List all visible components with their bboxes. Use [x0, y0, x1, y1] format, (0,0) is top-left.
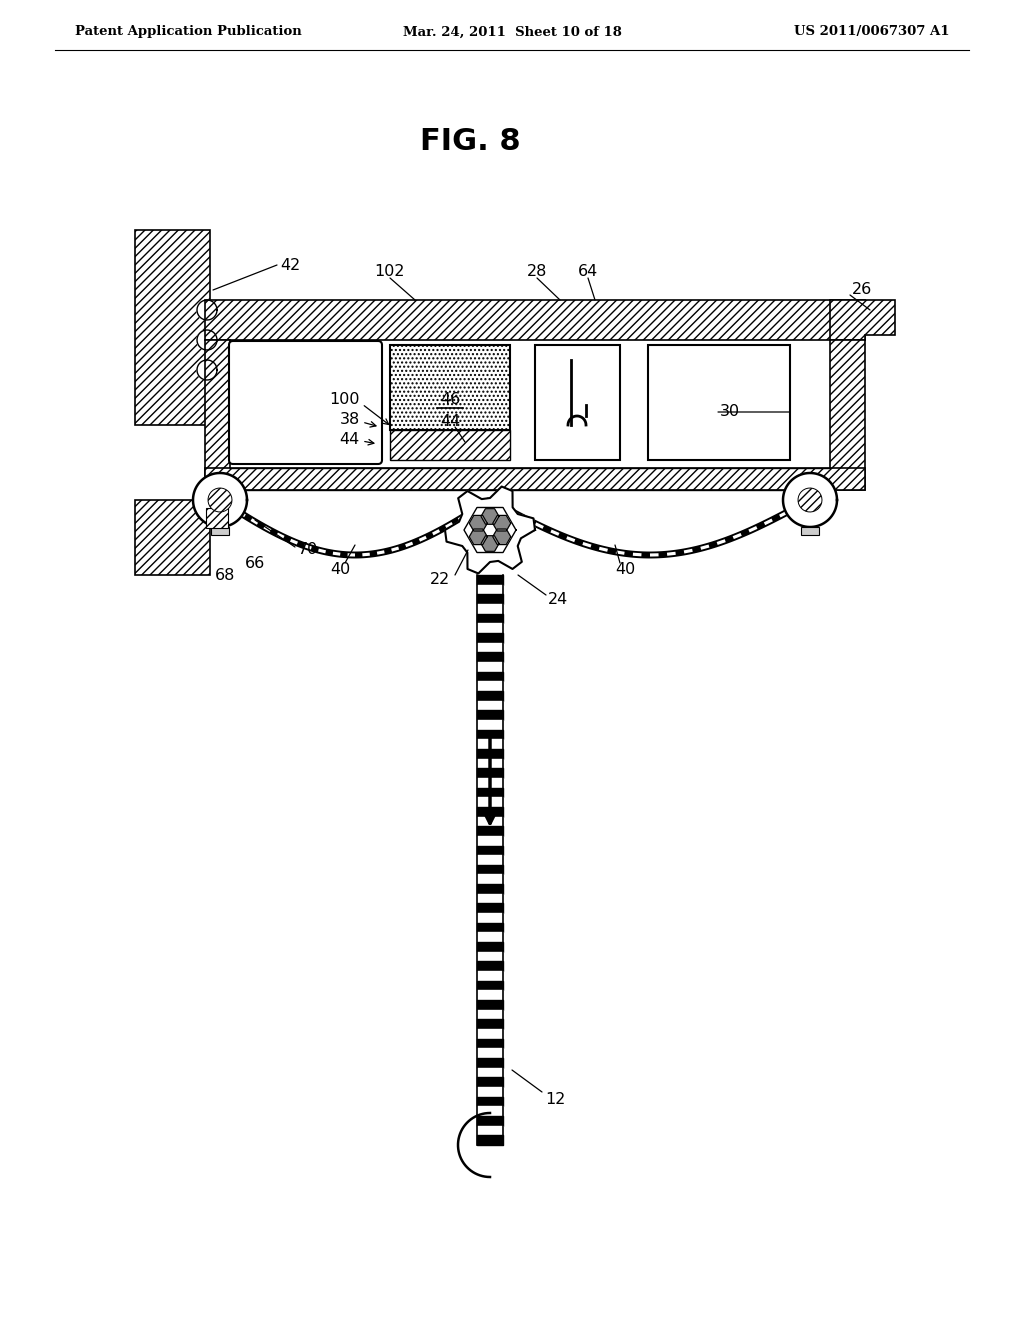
Polygon shape	[481, 536, 499, 552]
Polygon shape	[481, 508, 499, 524]
Polygon shape	[783, 473, 837, 527]
Polygon shape	[205, 469, 865, 490]
Bar	[648, 345, 790, 459]
Polygon shape	[197, 300, 217, 319]
Text: Patent Application Publication: Patent Application Publication	[75, 25, 302, 38]
Polygon shape	[390, 430, 510, 459]
Polygon shape	[135, 500, 210, 576]
Text: 28: 28	[526, 264, 547, 280]
Polygon shape	[469, 515, 487, 531]
Text: 40: 40	[614, 562, 635, 578]
Polygon shape	[197, 360, 217, 380]
Text: US 2011/0067307 A1: US 2011/0067307 A1	[795, 25, 950, 38]
Polygon shape	[830, 341, 865, 490]
Polygon shape	[206, 508, 228, 528]
Text: 12: 12	[545, 1093, 565, 1107]
Polygon shape	[493, 515, 511, 531]
Text: 24: 24	[548, 593, 568, 607]
Text: 44: 44	[440, 414, 460, 429]
Text: Mar. 24, 2011  Sheet 10 of 18: Mar. 24, 2011 Sheet 10 of 18	[402, 25, 622, 38]
Text: 38: 38	[340, 412, 360, 428]
Text: 100: 100	[330, 392, 360, 408]
Bar	[801, 527, 819, 535]
Polygon shape	[205, 300, 865, 341]
Text: 68: 68	[215, 568, 236, 582]
Text: 26: 26	[852, 282, 872, 297]
Text: 66: 66	[245, 557, 265, 572]
FancyBboxPatch shape	[229, 341, 382, 465]
Bar	[390, 345, 510, 430]
Polygon shape	[205, 341, 230, 490]
Polygon shape	[830, 300, 895, 341]
Text: 44: 44	[340, 433, 360, 447]
Polygon shape	[135, 230, 210, 425]
Polygon shape	[469, 529, 487, 545]
Text: 102: 102	[375, 264, 406, 280]
Polygon shape	[798, 488, 822, 512]
Text: 46: 46	[440, 392, 460, 408]
Polygon shape	[493, 529, 511, 545]
Text: 42: 42	[280, 257, 300, 272]
Text: 40: 40	[330, 562, 350, 578]
Bar	[211, 527, 229, 535]
Text: 30: 30	[720, 404, 740, 420]
Polygon shape	[208, 488, 232, 512]
Polygon shape	[197, 330, 217, 350]
Polygon shape	[193, 473, 247, 527]
Text: 70: 70	[298, 543, 318, 557]
Polygon shape	[445, 487, 535, 573]
Bar	[535, 345, 620, 459]
Text: 22: 22	[430, 573, 451, 587]
Text: FIG. 8: FIG. 8	[420, 128, 520, 157]
Text: 64: 64	[578, 264, 598, 280]
